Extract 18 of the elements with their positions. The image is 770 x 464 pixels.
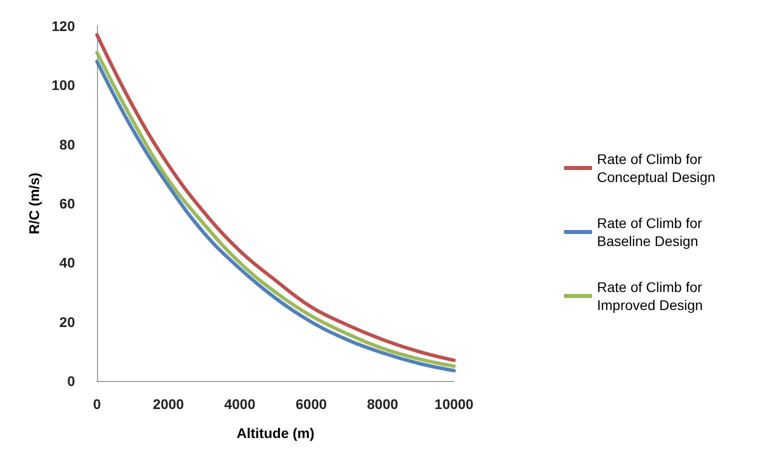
x-axis-title: Altitude (m) [236, 425, 314, 441]
legend-label: Rate of Climb for Improved Design [597, 279, 706, 313]
legend-label: Rate of Climb for Conceptual Design [597, 151, 716, 185]
x-tick-label: 8000 [367, 396, 398, 412]
legend-label: Rate of Climb for Baseline Design [597, 215, 706, 249]
y-tick-label: 40 [59, 254, 76, 271]
x-tick-label: 10000 [434, 396, 474, 412]
y-tick-label: 60 [59, 196, 76, 212]
x-tick-label: 6000 [296, 396, 327, 412]
y-tick-label: 20 [59, 314, 76, 330]
y-tick-label: 80 [59, 136, 76, 152]
x-tick-label: 0 [93, 396, 102, 412]
x-tick-label: 2000 [152, 396, 184, 412]
y-tick-label: 100 [52, 77, 76, 94]
y-tick-label: 0 [67, 373, 76, 389]
y-tick-label: 120 [52, 18, 76, 34]
y-axis-title: R/C (m/s) [26, 172, 42, 234]
x-tick-label: 4000 [224, 396, 256, 412]
